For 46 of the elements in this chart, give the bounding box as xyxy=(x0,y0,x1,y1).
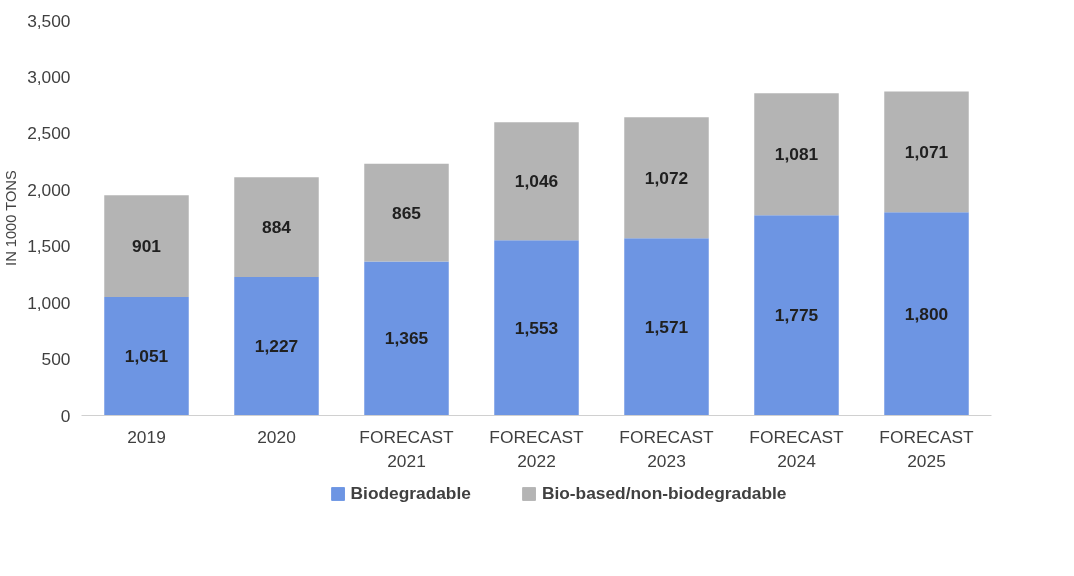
x-tick-label: 2019 xyxy=(127,426,166,447)
x-tick-label: FORECAST 2023 xyxy=(619,426,715,471)
bar xyxy=(494,240,579,416)
data-label: 1,365 xyxy=(384,328,429,349)
data-label: 865 xyxy=(392,202,422,223)
y-tick-label: 0 xyxy=(60,405,71,426)
bar xyxy=(884,212,969,416)
x-tick-label: 2020 xyxy=(257,426,296,447)
y-axis-title: IN 1000 TONS xyxy=(3,170,20,266)
bar xyxy=(624,238,709,416)
bar xyxy=(234,277,319,416)
y-tick-label: 3,500 xyxy=(27,10,71,31)
data-label: 1,072 xyxy=(644,167,689,188)
legend-label: Bio-based/non-biodegradable xyxy=(541,482,787,504)
y-tick-label: 500 xyxy=(41,349,71,370)
bar xyxy=(754,93,839,216)
x-tick-label: FORECAST 2022 xyxy=(489,426,585,471)
bar xyxy=(364,163,449,262)
y-tick-label: 2,000 xyxy=(27,179,71,200)
data-label: 1,081 xyxy=(774,144,819,165)
x-tick-label: FORECAST 2021 xyxy=(359,426,455,471)
y-tick-label: 3,000 xyxy=(27,66,71,87)
x-tick-label: FORECAST 2025 xyxy=(879,426,975,471)
y-tick-label: 1,500 xyxy=(27,236,71,257)
bar xyxy=(494,122,579,241)
y-tick-label: 1,000 xyxy=(27,292,71,313)
bar xyxy=(104,195,189,297)
bar xyxy=(234,177,319,278)
legend-label: Biodegradable xyxy=(350,482,471,504)
bar xyxy=(624,117,709,239)
x-tick-label: FORECAST 2024 xyxy=(749,426,845,471)
data-label: 1,046 xyxy=(514,171,559,192)
data-label: 1,571 xyxy=(644,316,689,337)
data-label: 1,227 xyxy=(254,336,299,357)
data-label: 901 xyxy=(132,236,162,257)
data-label: 1,800 xyxy=(904,303,949,324)
y-tick-label: 2,500 xyxy=(27,123,71,144)
bar xyxy=(364,261,449,416)
data-label: 1,775 xyxy=(774,305,819,326)
data-label: 884 xyxy=(262,217,292,238)
bar xyxy=(884,91,969,213)
bar xyxy=(754,215,839,416)
data-label: 1,051 xyxy=(124,346,169,367)
bar xyxy=(104,296,189,416)
data-label: 1,071 xyxy=(904,141,949,162)
data-label: 1,553 xyxy=(514,317,559,338)
